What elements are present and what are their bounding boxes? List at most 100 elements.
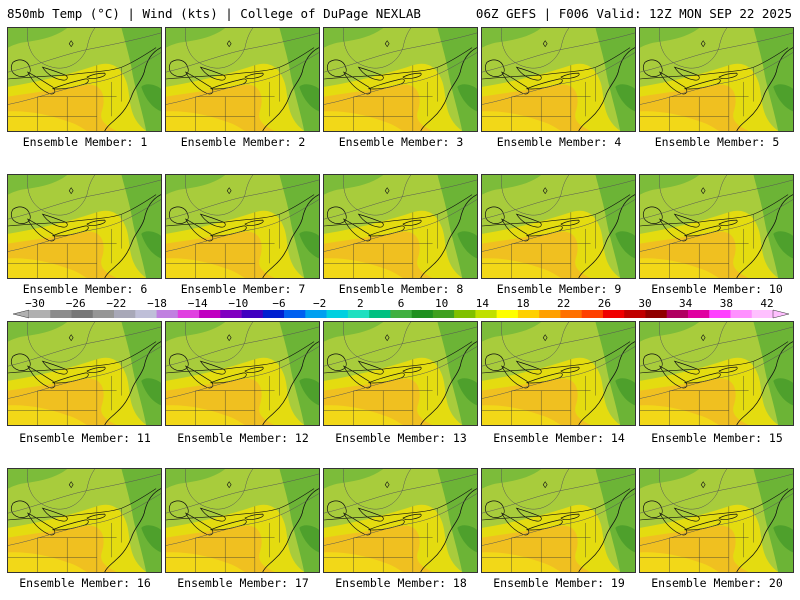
ensemble-member-map xyxy=(481,468,636,573)
colorbar-tick-label: 18 xyxy=(516,297,529,310)
colorbar-tick-label: 38 xyxy=(720,297,733,310)
ensemble-member-label: Ensemble Member: 7 xyxy=(180,282,306,296)
colorbar-tick-label: 34 xyxy=(679,297,693,310)
ensemble-member-label: Ensemble Member: 2 xyxy=(180,135,306,149)
colorbar-tick-label: 30 xyxy=(638,297,651,310)
ensemble-member-label: Ensemble Member: 12 xyxy=(177,431,309,445)
colorbar-segment xyxy=(114,310,136,318)
colorbar-segment xyxy=(560,310,582,318)
colorbar-segment xyxy=(454,310,476,318)
colorbar-tick-label: 2 xyxy=(357,297,364,310)
ensemble-member-map xyxy=(323,321,478,426)
colorbar-segment xyxy=(29,310,51,318)
colorbar-segment xyxy=(177,310,200,318)
colorbar-segment xyxy=(50,310,72,318)
colorbar-arrow-high xyxy=(772,309,790,319)
ensemble-member-map xyxy=(165,174,320,279)
temperature-map xyxy=(8,469,161,572)
temperature-map xyxy=(8,322,161,425)
colorbar-tick-label: −10 xyxy=(228,297,248,310)
chart-title: 850mb Temp (°C) | Wind (kts) | College o… xyxy=(7,6,421,21)
ensemble-member-label: Ensemble Member: 5 xyxy=(654,135,780,149)
colorbar-segment xyxy=(135,310,157,318)
colorbar-tick-label: −30 xyxy=(25,297,45,310)
ensemble-member-map xyxy=(7,468,162,573)
ensemble-member-label: Ensemble Member: 15 xyxy=(651,431,783,445)
colorbar-segment xyxy=(539,310,561,318)
temperature-map xyxy=(166,28,319,131)
ensemble-member-map xyxy=(323,27,478,132)
colorbar-segment xyxy=(92,310,115,318)
colorbar-segment xyxy=(347,310,370,318)
colorbar-segment xyxy=(602,310,625,318)
ensemble-member-label: Ensemble Member: 4 xyxy=(496,135,622,149)
ensemble-member-map xyxy=(165,27,320,132)
colorbar-segment xyxy=(432,310,455,318)
colorbar-segment xyxy=(241,310,264,318)
temperature-map xyxy=(640,469,793,572)
colorbar-segment xyxy=(305,310,327,318)
temperature-map xyxy=(482,469,635,572)
colorbar-tick-label: −14 xyxy=(188,297,208,310)
temperature-map xyxy=(8,175,161,278)
colorbar-tick-label: 22 xyxy=(557,297,570,310)
ensemble-member-map xyxy=(165,321,320,426)
temperature-map xyxy=(640,175,793,278)
temperature-map xyxy=(324,469,477,572)
colorbar-segment xyxy=(411,310,434,318)
colorbar-tick-label: −22 xyxy=(106,297,126,310)
colorbar-segment xyxy=(517,310,540,318)
colorbar-tick-label: 6 xyxy=(398,297,405,310)
temperature-map xyxy=(324,175,477,278)
ensemble-member-label: Ensemble Member: 8 xyxy=(338,282,464,296)
ensemble-member-map xyxy=(323,174,478,279)
ensemble-member-label: Ensemble Member: 14 xyxy=(493,431,625,445)
ensemble-member-label: Ensemble Member: 10 xyxy=(651,282,783,296)
ensemble-member-label: Ensemble Member: 18 xyxy=(335,576,467,590)
ensemble-member-label: Ensemble Member: 16 xyxy=(19,576,151,590)
ensemble-member-label: Ensemble Member: 17 xyxy=(177,576,309,590)
colorbar-segment xyxy=(284,310,306,318)
colorbar-segment xyxy=(199,310,221,318)
ensemble-member-map xyxy=(165,468,320,573)
colorbar-tick-label: −2 xyxy=(313,297,326,310)
colorbar-segment xyxy=(687,310,710,318)
temperature-map xyxy=(8,28,161,131)
temperature-map xyxy=(640,28,793,131)
ensemble-member-label: Ensemble Member: 11 xyxy=(19,431,151,445)
colorbar-tick-label: 10 xyxy=(435,297,448,310)
valid-time-label: 06Z GEFS | F006 Valid: 12Z MON SEP 22 20… xyxy=(475,6,792,21)
colorbar-tick-label: −6 xyxy=(272,297,285,310)
temperature-map xyxy=(166,175,319,278)
temperature-map xyxy=(482,175,635,278)
ensemble-member-map xyxy=(7,321,162,426)
colorbar-segment xyxy=(666,310,689,318)
temperature-map xyxy=(482,322,635,425)
colorbar-segment xyxy=(369,310,391,318)
ensemble-member-map xyxy=(481,27,636,132)
colorbar-segment xyxy=(645,310,668,318)
colorbar-segment xyxy=(262,310,285,318)
ensemble-member-map xyxy=(323,468,478,573)
ensemble-member-label: Ensemble Member: 6 xyxy=(22,282,148,296)
ensemble-member-label: Ensemble Member: 13 xyxy=(335,431,467,445)
colorbar-tick-label: −18 xyxy=(147,297,167,310)
temperature-map xyxy=(166,322,319,425)
colorbar-tick-label: 26 xyxy=(598,297,611,310)
ensemble-member-map xyxy=(481,321,636,426)
colorbar-tick-label: 42 xyxy=(760,297,773,310)
colorbar-segment xyxy=(496,310,519,318)
temperature-map xyxy=(166,469,319,572)
colorbar-segment xyxy=(390,310,412,318)
ensemble-member-map xyxy=(639,174,794,279)
ensemble-member-label: Ensemble Member: 1 xyxy=(22,135,148,149)
colorbar-segment xyxy=(709,310,731,318)
temperature-map xyxy=(324,322,477,425)
colorbar-segment xyxy=(730,310,753,318)
colorbar-segment xyxy=(156,310,179,318)
temperature-map xyxy=(324,28,477,131)
temperature-colorbar: −30 −26 −22 −18 −14 −10 −6 −2 2 6 10 14 18 22 26 30 34 38… xyxy=(12,297,790,319)
ensemble-member-map xyxy=(7,27,162,132)
colorbar-segment xyxy=(751,310,774,318)
ensemble-member-label: Ensemble Member: 9 xyxy=(496,282,622,296)
